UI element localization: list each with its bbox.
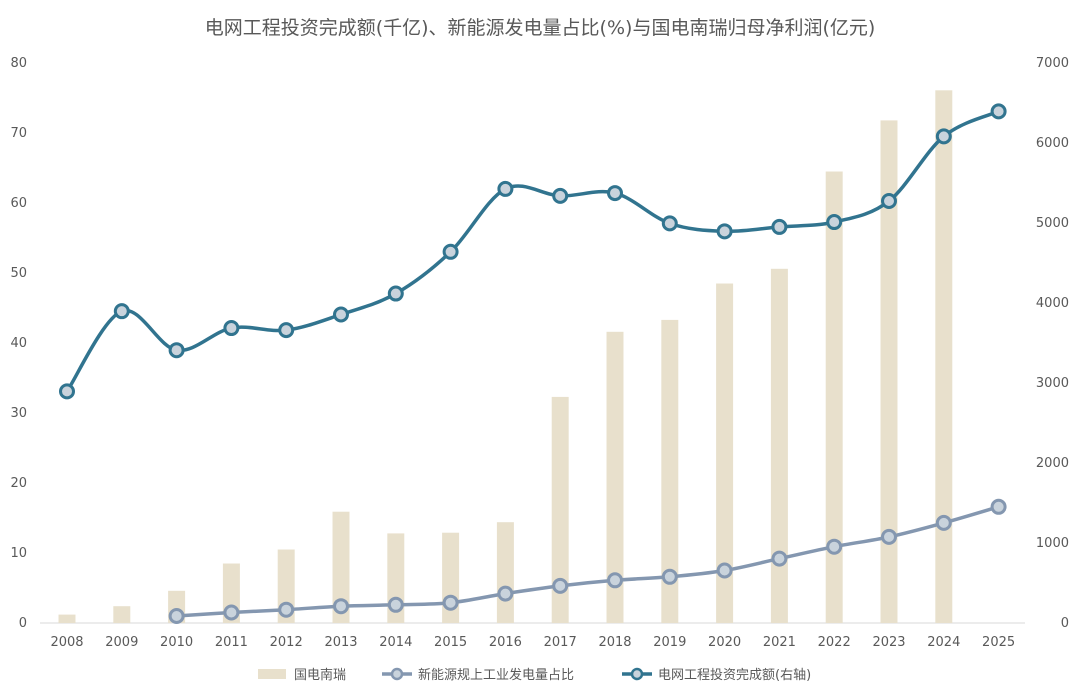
data-point: [170, 344, 183, 357]
data-point: [554, 579, 567, 592]
legend-label: 国电南瑞: [294, 667, 346, 683]
data-point: [609, 187, 622, 200]
data-point: [61, 385, 74, 398]
x-tick-label: 2022: [818, 635, 851, 650]
data-point: [280, 603, 293, 616]
x-tick-label: 2014: [379, 635, 412, 650]
data-point: [883, 195, 896, 208]
data-point: [554, 189, 567, 202]
data-point: [718, 564, 731, 577]
data-point: [663, 217, 676, 230]
data-point: [170, 610, 183, 623]
line-series: [61, 105, 1006, 623]
data-point: [992, 105, 1005, 118]
data-point: [389, 287, 402, 300]
bar: [935, 90, 952, 623]
legend: 国电南瑞 新能源规上工业发电量占比 电网工程投资完成额(右轴): [258, 667, 811, 683]
legend-label: 电网工程投资完成额(右轴): [658, 667, 811, 683]
chart-title: 电网工程投资完成额(千亿)、新能源发电量占比(%)与国电南瑞归母净利润(亿元): [205, 17, 876, 39]
right-tick-label: 6000: [1036, 136, 1069, 151]
right-tick-label: 3000: [1036, 376, 1069, 391]
right-tick-label: 0: [1061, 616, 1069, 631]
left-axis-ticks: 0 10 20 30 40 50 60 70 80: [10, 56, 27, 631]
bar: [497, 522, 514, 623]
x-tick-label: 2015: [434, 635, 467, 650]
x-tick-label: 2012: [270, 635, 303, 650]
data-point: [280, 324, 293, 337]
left-tick-label: 0: [19, 616, 27, 631]
data-point: [609, 574, 622, 587]
right-tick-label: 7000: [1036, 56, 1069, 71]
data-point: [499, 182, 512, 195]
data-point: [828, 540, 841, 553]
data-point: [773, 552, 786, 565]
x-tick-label: 2025: [982, 635, 1015, 650]
right-tick-label: 2000: [1036, 456, 1069, 471]
data-point: [444, 245, 457, 258]
legend-marker: [392, 669, 402, 679]
data-point: [828, 216, 841, 229]
data-point: [499, 587, 512, 600]
left-tick-label: 40: [10, 336, 27, 351]
x-tick-label: 2021: [763, 635, 796, 650]
x-tick-label: 2011: [215, 635, 248, 650]
data-point: [335, 308, 348, 321]
data-point: [389, 598, 402, 611]
data-point: [773, 220, 786, 233]
data-point: [883, 530, 896, 543]
left-tick-label: 50: [10, 266, 27, 281]
data-point: [444, 596, 457, 609]
bar: [771, 269, 788, 623]
right-axis-ticks: 0 1000 2000 3000 4000 5000 6000 7000: [1036, 56, 1069, 631]
x-tick-label: 2010: [160, 635, 193, 650]
x-axis-ticks: 2008 2009 2010 2011 2012 2013 2014 2015 2016 2017…: [50, 635, 1015, 650]
data-point: [992, 500, 1005, 513]
data-point: [718, 225, 731, 238]
x-tick-label: 2023: [872, 635, 905, 650]
right-tick-label: 5000: [1036, 216, 1069, 231]
x-tick-label: 2008: [50, 635, 83, 650]
x-tick-label: 2017: [544, 635, 577, 650]
left-tick-label: 60: [10, 196, 27, 211]
left-tick-label: 70: [10, 126, 27, 141]
bar-series: [59, 90, 953, 623]
data-point: [335, 600, 348, 613]
x-tick-label: 2020: [708, 635, 741, 650]
left-tick-label: 10: [10, 546, 27, 561]
bar: [113, 606, 130, 623]
data-point: [225, 606, 238, 619]
right-tick-label: 4000: [1036, 296, 1069, 311]
data-point: [937, 130, 950, 143]
bar: [59, 615, 76, 623]
series-line: [177, 507, 999, 616]
x-tick-label: 2019: [653, 635, 686, 650]
data-point: [225, 322, 238, 335]
series-line: [67, 111, 999, 391]
legend-marker: [632, 669, 642, 679]
right-tick-label: 1000: [1036, 536, 1069, 551]
legend-label: 新能源规上工业发电量占比: [418, 667, 574, 683]
data-point: [115, 305, 128, 318]
x-tick-label: 2016: [489, 635, 522, 650]
x-tick-label: 2009: [105, 635, 138, 650]
x-tick-label: 2018: [598, 635, 631, 650]
legend-swatch: [258, 669, 286, 679]
data-point: [937, 516, 950, 529]
left-tick-label: 80: [10, 56, 27, 71]
x-tick-label: 2013: [324, 635, 357, 650]
left-tick-label: 20: [10, 476, 27, 491]
data-point: [663, 570, 676, 583]
x-tick-label: 2024: [927, 635, 960, 650]
left-tick-label: 30: [10, 406, 27, 421]
bar: [826, 172, 843, 624]
